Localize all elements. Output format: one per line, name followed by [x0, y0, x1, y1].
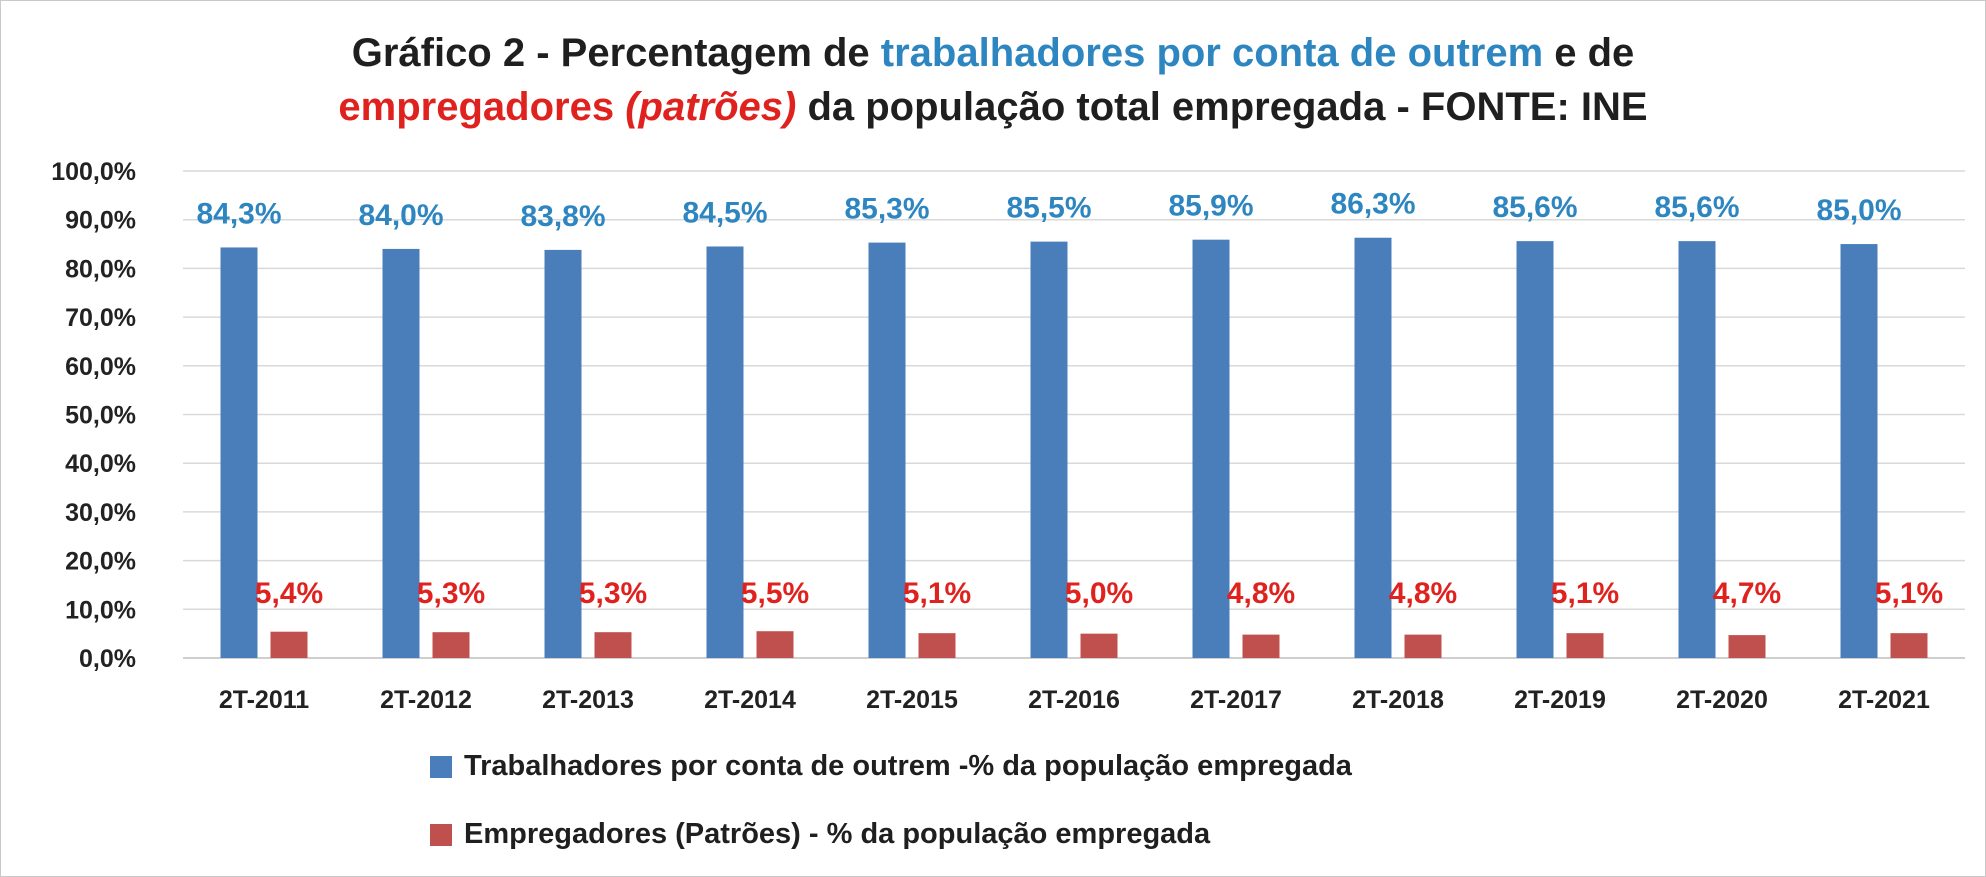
- data-label-workers: 85,3%: [844, 193, 929, 226]
- y-tick-label: 100,0%: [51, 158, 136, 186]
- y-tick-label: 30,0%: [65, 499, 136, 527]
- title-highlight-employers: empregadores: [338, 85, 615, 129]
- bar-employers: [432, 632, 470, 658]
- data-label-workers: 84,3%: [196, 197, 281, 230]
- data-label-employers: 5,1%: [903, 577, 971, 610]
- data-label-workers: 85,0%: [1816, 194, 1901, 227]
- title-line-1: Gráfico 2 - Percentagem de trabalhadores…: [0, 26, 1986, 80]
- bar-workers: [382, 248, 420, 659]
- x-tick-label: 2T-2012: [380, 686, 472, 714]
- bar-workers: [544, 249, 582, 659]
- bar-employers: [918, 633, 956, 658]
- x-tick-label: 2T-2013: [542, 686, 634, 714]
- data-label-employers: 5,3%: [579, 577, 647, 610]
- legend-item-employers: Empregadores (Patrões) - % da população …: [430, 818, 1210, 851]
- y-tick-label: 0,0%: [79, 645, 136, 673]
- data-label-workers: 83,8%: [520, 200, 605, 233]
- bar-workers: [1192, 239, 1230, 659]
- bar-employers: [270, 631, 308, 658]
- bar-workers: [706, 246, 744, 659]
- x-tick-label: 2T-2015: [866, 686, 958, 714]
- data-label-workers: 85,6%: [1492, 191, 1577, 224]
- bar-employers: [1080, 633, 1118, 658]
- title-text-1: Gráfico 2 - Percentagem de: [351, 31, 881, 75]
- data-label-workers: 85,6%: [1654, 191, 1739, 224]
- y-tick-label: 60,0%: [65, 353, 136, 381]
- data-label-workers: 84,0%: [358, 199, 443, 232]
- x-tick-label: 2T-2011: [219, 686, 309, 714]
- x-tick-label: 2T-2020: [1676, 686, 1768, 714]
- title-line-2: empregadores (patrões) da população tota…: [0, 80, 1986, 134]
- bar-employers: [1566, 633, 1604, 658]
- y-tick-label: 10,0%: [65, 596, 136, 624]
- data-label-employers: 5,5%: [741, 577, 809, 610]
- data-label-employers: 5,1%: [1875, 577, 1943, 610]
- data-label-employers: 5,1%: [1551, 577, 1619, 610]
- legend-swatch-workers: [430, 755, 452, 778]
- bar-workers: [220, 247, 258, 659]
- bar-workers: [868, 242, 906, 659]
- data-label-workers: 85,5%: [1006, 192, 1091, 225]
- bar-employers: [1890, 633, 1928, 658]
- data-label-workers: 84,5%: [682, 196, 767, 229]
- y-tick-label: 90,0%: [65, 207, 136, 235]
- data-label-workers: 86,3%: [1330, 188, 1415, 221]
- data-label-workers: 85,9%: [1168, 190, 1253, 223]
- bar-employers: [1728, 635, 1766, 658]
- x-tick-label: 2T-2014: [704, 686, 796, 714]
- title-text-2: e de: [1543, 31, 1635, 75]
- title-highlight-workers: trabalhadores por conta de outrem: [880, 31, 1544, 75]
- bar-workers: [1840, 244, 1878, 659]
- bar-workers: [1354, 237, 1392, 658]
- x-tick-label: 2T-2021: [1838, 686, 1930, 714]
- bar-employers: [594, 632, 632, 658]
- data-label-employers: 4,8%: [1227, 577, 1295, 610]
- chart-title: Gráfico 2 - Percentagem de trabalhadores…: [0, 26, 1986, 134]
- bar-employers: [1242, 634, 1280, 658]
- data-label-employers: 4,8%: [1389, 577, 1457, 610]
- bar-workers: [1030, 241, 1068, 659]
- y-tick-label: 40,0%: [65, 450, 136, 478]
- legend-label-workers: Trabalhadores por conta de outrem -% da …: [464, 750, 1352, 782]
- bar-workers: [1678, 241, 1716, 659]
- title-highlight-bosses: (patrões): [614, 85, 797, 129]
- legend-swatch-employers: [430, 823, 452, 846]
- y-tick-label: 20,0%: [65, 548, 136, 576]
- bar-workers: [1516, 241, 1554, 659]
- data-label-employers: 5,3%: [417, 577, 485, 610]
- y-tick-label: 50,0%: [65, 402, 136, 430]
- x-tick-label: 2T-2017: [1190, 686, 1282, 714]
- bar-employers: [756, 631, 794, 658]
- legend-label-employers: Empregadores (Patrões) - % da população …: [464, 818, 1211, 850]
- y-tick-label: 70,0%: [65, 304, 136, 332]
- x-tick-label: 2T-2016: [1028, 686, 1120, 714]
- x-tick-label: 2T-2018: [1352, 686, 1444, 714]
- y-tick-label: 80,0%: [65, 255, 136, 283]
- data-label-employers: 5,4%: [255, 577, 323, 610]
- title-text-3: da população total empregada - FONTE: IN…: [796, 85, 1648, 129]
- legend-item-workers: Trabalhadores por conta de outrem -% da …: [430, 750, 1352, 783]
- bar-employers: [1404, 634, 1442, 658]
- data-label-employers: 4,7%: [1713, 577, 1781, 610]
- data-label-employers: 5,0%: [1065, 577, 1133, 610]
- x-tick-label: 2T-2019: [1514, 686, 1606, 714]
